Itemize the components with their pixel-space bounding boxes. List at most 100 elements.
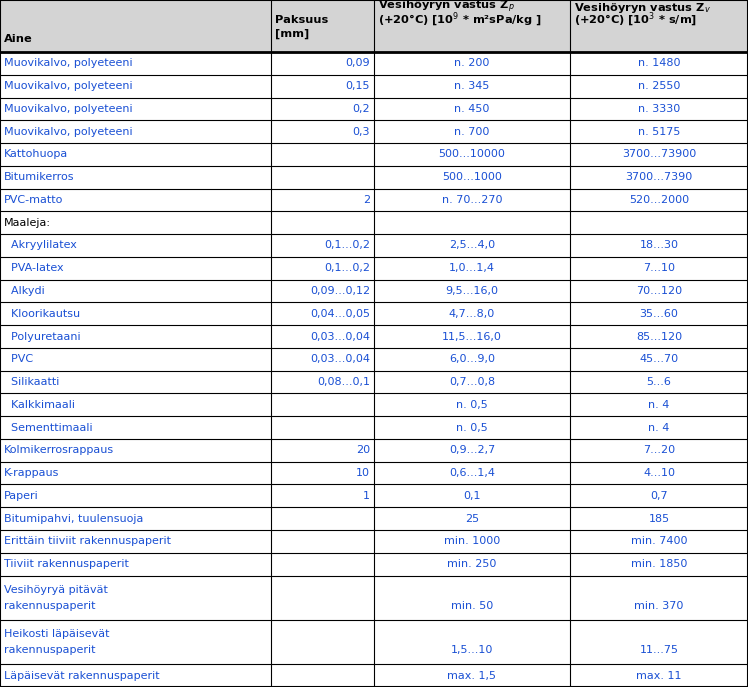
Text: n. 5175: n. 5175: [638, 126, 680, 137]
Text: 0,09...0,12: 0,09...0,12: [310, 286, 370, 296]
Text: max. 11: max. 11: [637, 671, 681, 681]
Bar: [374, 462, 570, 484]
Bar: [570, 507, 748, 530]
Bar: [374, 143, 570, 166]
Bar: [570, 439, 748, 462]
Bar: [271, 394, 374, 416]
Text: 0,7...0,8: 0,7...0,8: [449, 377, 495, 387]
Text: 85...120: 85...120: [636, 332, 682, 341]
Text: max. 1,5: max. 1,5: [447, 671, 497, 681]
Bar: [570, 280, 748, 302]
Bar: [570, 530, 748, 553]
Bar: [0, 75, 271, 98]
Text: Polyuretaani: Polyuretaani: [4, 332, 81, 341]
Bar: [570, 620, 748, 664]
Text: 3700...7390: 3700...7390: [625, 172, 693, 182]
Text: 4...10: 4...10: [643, 468, 675, 478]
Text: 0,6...1,4: 0,6...1,4: [449, 468, 495, 478]
Text: rakennuspaperit: rakennuspaperit: [4, 600, 96, 611]
Bar: [0, 620, 271, 664]
Bar: [0, 280, 271, 302]
Bar: [374, 120, 570, 143]
Bar: [570, 462, 748, 484]
Text: 11,5...16,0: 11,5...16,0: [442, 332, 502, 341]
Bar: [0, 0, 271, 52]
Text: 0,2: 0,2: [352, 104, 370, 114]
Text: Aine: Aine: [4, 34, 33, 44]
Bar: [0, 394, 271, 416]
Bar: [271, 530, 374, 553]
Text: 70...120: 70...120: [636, 286, 682, 296]
Bar: [271, 166, 374, 188]
Text: min. 50: min. 50: [451, 600, 493, 611]
Bar: [271, 371, 374, 394]
Text: 0,9...2,7: 0,9...2,7: [449, 445, 495, 455]
Text: n. 0,5: n. 0,5: [456, 400, 488, 410]
Bar: [570, 52, 748, 75]
Bar: [271, 664, 374, 687]
Bar: [374, 416, 570, 439]
Bar: [570, 188, 748, 212]
Text: Paperi: Paperi: [4, 491, 39, 501]
Bar: [570, 576, 748, 620]
Text: (+20°C) [10$^9$ * m²sPa/kg ]: (+20°C) [10$^9$ * m²sPa/kg ]: [378, 10, 542, 29]
Bar: [374, 620, 570, 664]
Bar: [374, 439, 570, 462]
Bar: [271, 416, 374, 439]
Text: Vesihöyryn vastus Z$_v$: Vesihöyryn vastus Z$_v$: [574, 1, 711, 14]
Bar: [374, 75, 570, 98]
Text: PVC: PVC: [4, 354, 33, 364]
Bar: [570, 302, 748, 325]
Text: Tiiviit rakennuspaperit: Tiiviit rakennuspaperit: [4, 559, 129, 569]
Bar: [271, 507, 374, 530]
Bar: [570, 484, 748, 507]
Bar: [570, 416, 748, 439]
Text: (+20°C) [10$^3$ * s/m]: (+20°C) [10$^3$ * s/m]: [574, 10, 697, 29]
Text: Kloorikautsu: Kloorikautsu: [4, 308, 80, 319]
Bar: [0, 507, 271, 530]
Bar: [570, 257, 748, 280]
Text: Vesihöyryn vastus Z$_p$: Vesihöyryn vastus Z$_p$: [378, 0, 515, 14]
Text: n. 4: n. 4: [649, 423, 669, 433]
Text: K-rappaus: K-rappaus: [4, 468, 59, 478]
Text: 4,7...8,0: 4,7...8,0: [449, 308, 495, 319]
Bar: [271, 553, 374, 576]
Bar: [271, 143, 374, 166]
Text: Erittäin tiiviit rakennuspaperit: Erittäin tiiviit rakennuspaperit: [4, 537, 171, 546]
Text: 20: 20: [356, 445, 370, 455]
Bar: [374, 280, 570, 302]
Text: 2,5...4,0: 2,5...4,0: [449, 240, 495, 251]
Bar: [570, 394, 748, 416]
Text: Kattohuopa: Kattohuopa: [4, 150, 68, 159]
Text: Bitumipahvi, tuulensuoja: Bitumipahvi, tuulensuoja: [4, 514, 144, 523]
Text: n. 0,5: n. 0,5: [456, 423, 488, 433]
Bar: [0, 576, 271, 620]
Text: 0,1: 0,1: [463, 491, 481, 501]
Bar: [570, 143, 748, 166]
Text: 3700...73900: 3700...73900: [622, 150, 696, 159]
Bar: [570, 325, 748, 348]
Text: Maaleja:: Maaleja:: [4, 218, 51, 227]
Text: 6,0...9,0: 6,0...9,0: [449, 354, 495, 364]
Bar: [0, 462, 271, 484]
Text: min. 1000: min. 1000: [444, 537, 500, 546]
Text: Alkydi: Alkydi: [4, 286, 45, 296]
Bar: [570, 553, 748, 576]
Text: n. 1480: n. 1480: [638, 58, 680, 69]
Bar: [0, 212, 271, 234]
Bar: [271, 620, 374, 664]
Text: 0,3: 0,3: [352, 126, 370, 137]
Bar: [374, 234, 570, 257]
Bar: [374, 484, 570, 507]
Bar: [374, 325, 570, 348]
Bar: [374, 188, 570, 212]
Text: 1: 1: [363, 491, 370, 501]
Text: 5...6: 5...6: [646, 377, 672, 387]
Bar: [271, 98, 374, 120]
Bar: [0, 530, 271, 553]
Bar: [570, 348, 748, 371]
Text: Silikaatti: Silikaatti: [4, 377, 59, 387]
Bar: [374, 576, 570, 620]
Bar: [570, 98, 748, 120]
Text: 9,5...16,0: 9,5...16,0: [446, 286, 498, 296]
